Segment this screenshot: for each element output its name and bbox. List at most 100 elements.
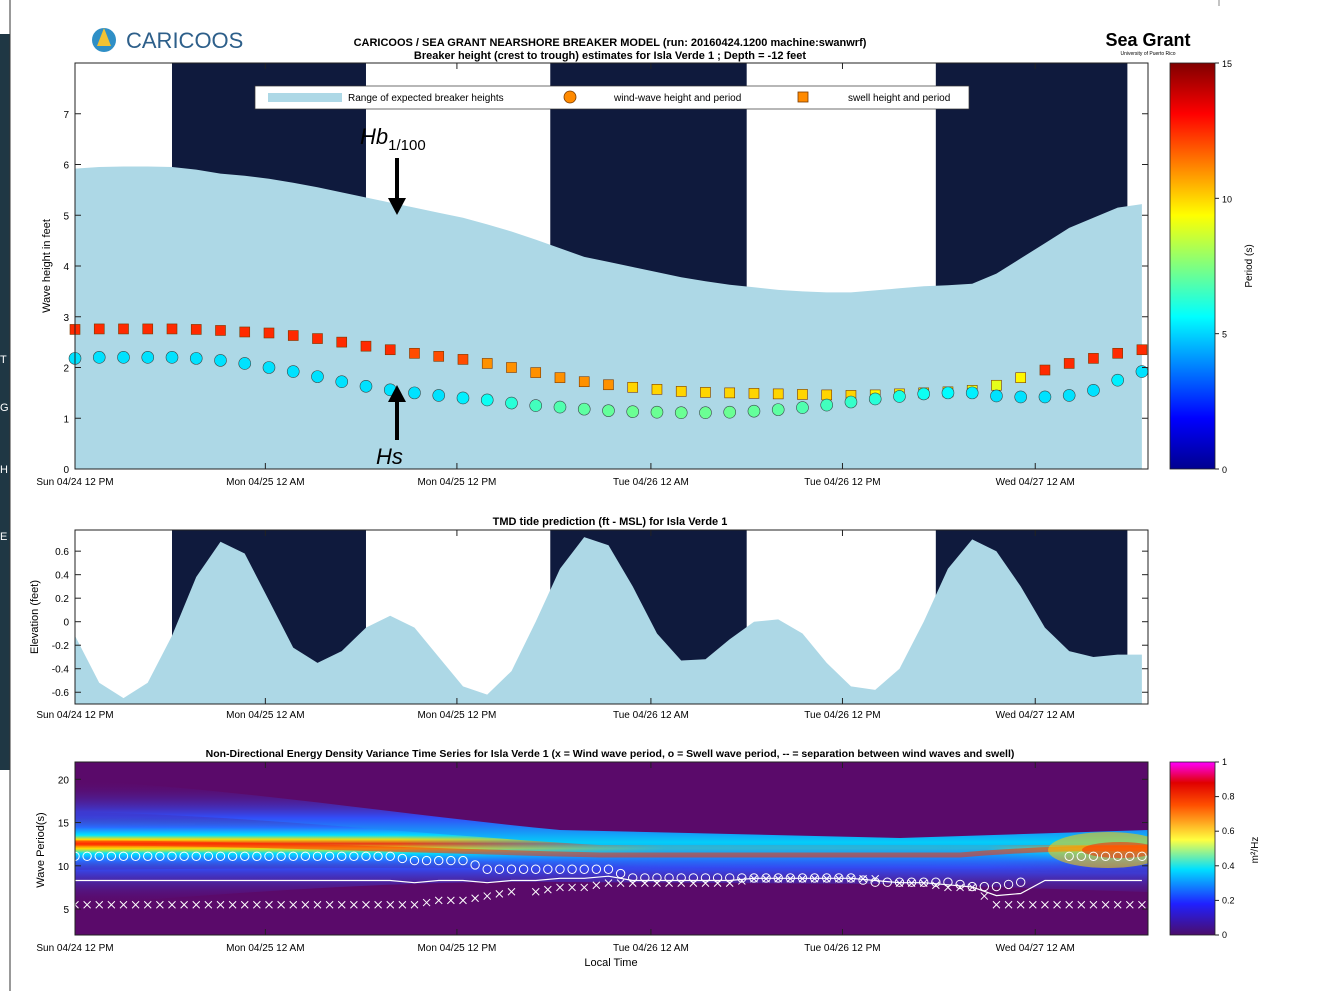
swell-marker xyxy=(530,367,542,378)
wind-wave-marker xyxy=(480,393,494,407)
swell-period-marker xyxy=(737,873,747,883)
swell-period-marker xyxy=(227,851,238,861)
wind-period-marker xyxy=(398,900,407,909)
swell-marker xyxy=(700,387,711,398)
swell-period-marker xyxy=(130,851,141,861)
swell-period-marker xyxy=(676,873,686,883)
y-tick-label: 6 xyxy=(63,161,69,172)
wind-wave-marker xyxy=(796,401,809,414)
wind-wave-marker xyxy=(92,351,106,364)
swell-marker xyxy=(1088,353,1099,364)
wind-wave-marker xyxy=(650,405,664,419)
wind-period-markers xyxy=(71,874,1146,909)
swell-period-marker xyxy=(579,864,589,874)
swell-marker xyxy=(312,333,323,344)
swell-marker xyxy=(118,323,129,335)
wind-wave-marker xyxy=(1014,390,1027,404)
swell-period-marker xyxy=(94,851,104,861)
colorbar-tick-label: 0 xyxy=(1222,465,1227,475)
seagrant-logo: Sea Grant University of Puerto Rico xyxy=(1105,30,1190,57)
colorbar-tick-label: 0.8 xyxy=(1222,792,1235,802)
swell-period-marker xyxy=(373,851,383,861)
wind-wave-marker xyxy=(893,390,906,403)
x-tick-label: Tue 04/26 12 PM xyxy=(804,477,880,488)
wind-wave-marker xyxy=(553,400,567,414)
x-tick-label: Tue 04/26 12 PM xyxy=(804,710,880,721)
wind-period-marker xyxy=(604,879,613,887)
wind-period-marker xyxy=(374,900,382,909)
seagrant-logo-sub: University of Puerto Rico xyxy=(1120,51,1175,57)
swell-marker xyxy=(1015,372,1026,383)
swell-period-marker xyxy=(591,864,602,874)
x-axis-ticks: Sun 04/24 12 PM Mon 04/25 12 AM Mon 04/25 … xyxy=(36,530,1075,721)
swell-marker xyxy=(797,389,808,400)
swell-period-marker xyxy=(276,851,286,861)
swell-marker xyxy=(748,388,760,399)
wind-wave-marker xyxy=(820,398,834,412)
wind-period-marker xyxy=(434,896,443,905)
wind-wave-marker xyxy=(408,386,421,400)
swell-marker xyxy=(457,354,469,365)
swell-energy-band-core xyxy=(75,812,1148,873)
wind-period-marker xyxy=(495,890,504,898)
wind-period-marker xyxy=(1004,900,1013,909)
hs-label: Hs xyxy=(376,444,403,469)
legend-wind-label: wind-wave height and period xyxy=(613,93,741,104)
y-tick-label: 0.4 xyxy=(55,571,69,582)
wind-period-marker xyxy=(168,900,176,909)
swell-period-marker xyxy=(1137,851,1147,861)
swell-period-marker xyxy=(931,877,941,887)
wind-period-marker xyxy=(204,900,213,909)
swell-period-marker xyxy=(385,851,395,861)
wind-period-marker xyxy=(592,881,601,890)
swell-marker xyxy=(821,389,833,401)
wind-wave-marker xyxy=(456,391,470,405)
swell-period-marker xyxy=(470,860,480,870)
swell-period-marker xyxy=(349,851,359,861)
swell-period-marker xyxy=(82,851,92,861)
y-tick-label: 0 xyxy=(63,465,69,476)
wind-period-marker xyxy=(228,900,237,909)
side-letter: E xyxy=(0,531,8,543)
swell-marker xyxy=(190,324,202,335)
wind-period-marker xyxy=(1028,900,1037,909)
wind-wave-marker xyxy=(602,404,615,417)
breaker-height-panel: 0 1 2 3 4 5 6 7 Sun 04/24 12 PM Mon 04/25 12 AM M… xyxy=(36,59,1255,488)
seagrant-logo-text: Sea Grant xyxy=(1105,30,1190,50)
swell-period-marker xyxy=(361,851,371,861)
x-axis-ticks: Sun 04/24 12 PM Mon 04/25 12 AM Mon 04/25 … xyxy=(36,762,1075,954)
x-tick-label: Tue 04/26 12 AM xyxy=(613,477,689,488)
y-tick-label: 2 xyxy=(63,364,69,375)
swell-period-marker xyxy=(446,855,456,866)
wind-wave-marker xyxy=(165,351,179,364)
swell-period-marker xyxy=(1076,851,1087,861)
legend-swell-marker xyxy=(797,91,809,103)
wind-wave-marker xyxy=(747,404,761,418)
swell-period-marker xyxy=(458,855,468,866)
wind-wave-marker xyxy=(286,365,300,378)
y-tick-label: 7 xyxy=(63,110,69,121)
wind-period-marker xyxy=(337,900,346,909)
wind-wave-marker xyxy=(214,354,227,367)
wind-period-marker xyxy=(422,898,431,907)
wind-period-marker xyxy=(1016,900,1025,909)
swell-period-marker xyxy=(288,851,298,861)
swell-marker xyxy=(651,384,663,395)
x-tick-label: Mon 04/25 12 PM xyxy=(417,710,496,721)
wind-period-marker xyxy=(1101,900,1110,909)
y-axis-ticks: 0 1 2 3 4 5 6 7 xyxy=(63,110,1148,476)
swell-period-marker xyxy=(955,879,965,890)
swell-period-marker xyxy=(640,873,650,883)
y-tick-label: 5 xyxy=(63,211,69,222)
x-tick-label: Mon 04/25 12 AM xyxy=(226,943,304,954)
wind-period-marker xyxy=(119,900,128,909)
figure-subtitle: Breaker height (crest to trough) estimat… xyxy=(414,50,806,62)
swell-period-marker xyxy=(240,851,250,861)
colorbar-tick-label: 0.2 xyxy=(1222,895,1235,905)
tide-panel: TMD tide prediction (ft - MSL) for Isla … xyxy=(29,516,1149,721)
wind-period-marker xyxy=(362,900,370,909)
wind-period-marker xyxy=(289,900,298,909)
wind-wave-marker xyxy=(117,351,130,364)
wind-period-marker xyxy=(1041,900,1049,909)
